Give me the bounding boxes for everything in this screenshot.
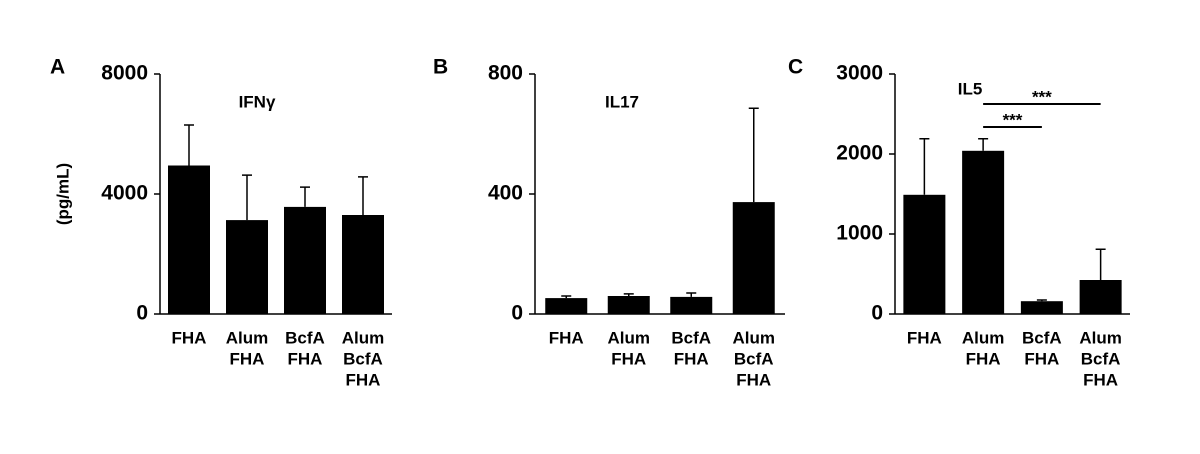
panel-label: A (50, 56, 65, 79)
y-tick-label: 400 (488, 182, 523, 205)
x-tick-label: Alum (962, 328, 1005, 347)
x-tick-label: FHA (172, 328, 207, 347)
chart-title: IFNγ (239, 92, 276, 111)
error-bar (686, 292, 697, 297)
bar (1020, 301, 1063, 314)
x-tick-label: FHA (611, 349, 646, 368)
bar (284, 206, 326, 314)
y-tick-label: 4000 (101, 182, 148, 205)
significance-label: *** (1032, 87, 1052, 106)
bar (903, 194, 946, 314)
x-tick-label: Alum (733, 328, 776, 347)
x-tick-label: FHA (346, 370, 381, 389)
error-bar (978, 138, 989, 151)
x-tick-label: FHA (1024, 349, 1059, 368)
bar (732, 202, 775, 314)
x-tick-label: Alum (226, 328, 269, 347)
y-tick-label: 3000 (836, 62, 883, 85)
x-tick-label: BcfA (1081, 349, 1121, 368)
y-tick-label: 1000 (836, 222, 883, 245)
error-bar (242, 174, 252, 221)
error-bar (358, 176, 368, 215)
y-tick-label: 8000 (101, 62, 148, 85)
x-tick-label: Alum (342, 328, 385, 347)
error-bar (919, 138, 930, 195)
x-tick-label: Alum (1079, 328, 1122, 347)
x-tick-label: BcfA (1022, 328, 1062, 347)
bar (545, 298, 588, 314)
bar (168, 165, 210, 314)
error-bar (561, 295, 572, 299)
x-tick-label: BcfA (343, 349, 383, 368)
y-tick-label: 0 (871, 302, 883, 325)
x-tick-label: FHA (230, 349, 265, 368)
x-tick-label: FHA (1083, 370, 1118, 389)
y-tick-label: 0 (136, 302, 148, 325)
error-bar (300, 186, 310, 207)
y-tick-label: 800 (488, 62, 523, 85)
x-tick-label: FHA (549, 328, 584, 347)
error-bar (184, 124, 194, 166)
x-tick-label: BcfA (671, 328, 711, 347)
y-tick-label: 2000 (836, 142, 883, 165)
panel-label: C (788, 56, 803, 79)
bar (342, 215, 384, 314)
chart-title: IL5 (958, 79, 983, 98)
y-tick-label: 0 (511, 302, 523, 325)
x-tick-label: FHA (288, 349, 323, 368)
x-tick-label: BcfA (734, 349, 774, 368)
x-tick-label: FHA (966, 349, 1001, 368)
bar (670, 296, 713, 314)
bar (226, 220, 268, 314)
error-bar (1036, 299, 1047, 302)
y-axis-label: (pg/mL) (53, 163, 72, 225)
x-tick-label: BcfA (285, 328, 325, 347)
error-bar (623, 293, 634, 296)
x-tick-label: FHA (736, 370, 771, 389)
bar (962, 150, 1005, 314)
significance-label: *** (1003, 110, 1023, 129)
bar (1079, 280, 1122, 314)
x-tick-label: FHA (674, 349, 709, 368)
error-bar (748, 107, 759, 203)
error-bar (1095, 248, 1106, 280)
chart-title: IL17 (605, 92, 639, 111)
bar (607, 296, 650, 314)
panel-label: B (433, 56, 448, 79)
x-tick-label: Alum (608, 328, 651, 347)
x-tick-label: FHA (907, 328, 942, 347)
